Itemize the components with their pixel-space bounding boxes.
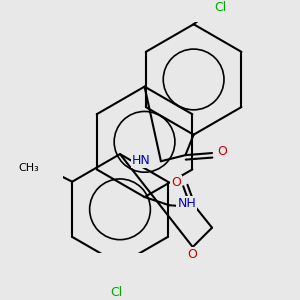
Text: CH₃: CH₃ — [19, 164, 40, 173]
Text: O: O — [217, 145, 227, 158]
Text: O: O — [171, 176, 181, 189]
Text: O: O — [188, 248, 197, 261]
Text: Cl: Cl — [110, 286, 122, 298]
Text: Cl: Cl — [214, 2, 226, 14]
Text: NH: NH — [177, 197, 196, 210]
Text: HN: HN — [132, 154, 151, 167]
